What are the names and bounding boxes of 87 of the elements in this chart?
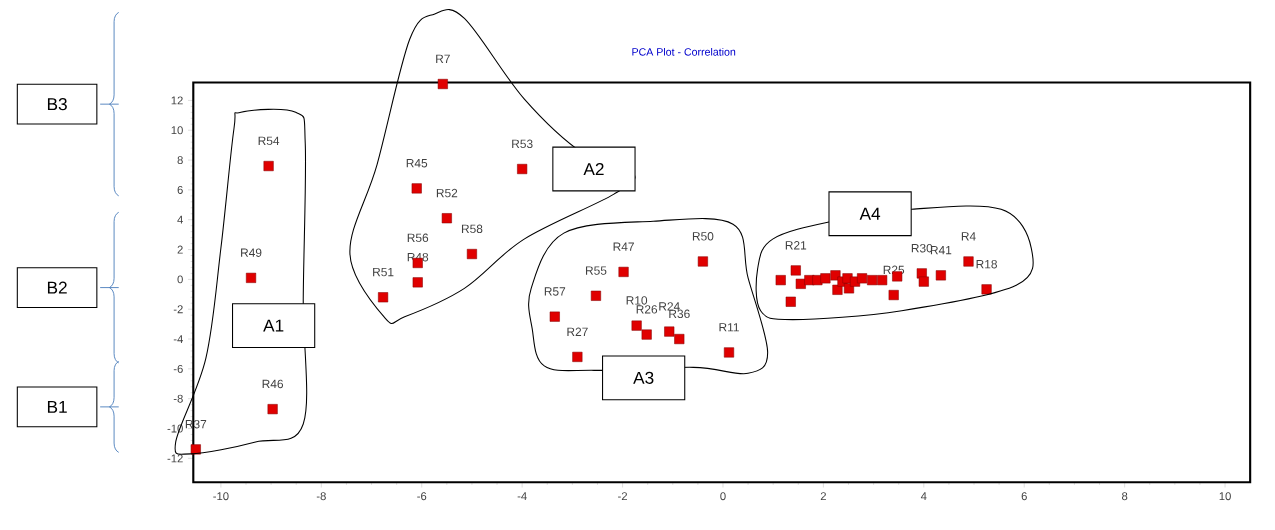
data-label: R26: [636, 305, 658, 314]
point: [437, 79, 448, 90]
data-label: R55: [585, 266, 607, 275]
y-tick-label: 10: [171, 126, 183, 135]
point: [466, 249, 477, 260]
point: [441, 213, 452, 224]
data-label: R46: [262, 379, 284, 389]
data-label: R57: [544, 287, 566, 296]
data-label: R47: [613, 242, 634, 251]
x-tick-label: -8: [316, 492, 326, 501]
y-tick-label: -8: [173, 394, 183, 403]
point: [790, 265, 801, 276]
x-tick-label: -2: [618, 492, 628, 501]
point: [572, 351, 583, 362]
x-tick-label: -10: [213, 492, 229, 501]
point: [641, 329, 652, 340]
data-label: R54: [258, 136, 280, 146]
data-label: R45: [406, 159, 428, 168]
point: [517, 164, 528, 175]
data-label: R49: [241, 248, 262, 257]
annotation: A4: [859, 207, 881, 220]
point: [618, 266, 629, 277]
point: [857, 273, 868, 284]
y-tick-label: 12: [171, 96, 183, 105]
data-label: R4: [961, 232, 976, 241]
data-label: R11: [719, 323, 739, 332]
data-label: R7: [436, 54, 450, 63]
data-label: R36: [669, 309, 690, 319]
chart-title: PCA Plot - Correlation: [632, 47, 736, 56]
y-tick-label: 6: [177, 185, 183, 194]
point: [775, 275, 786, 286]
point: [877, 275, 888, 286]
data-label: R51: [373, 267, 394, 277]
data-label: R56: [407, 233, 429, 243]
y-tick-label: 2: [177, 245, 183, 254]
point: [820, 273, 831, 284]
y-tick-label: -12: [167, 454, 183, 463]
point: [411, 183, 422, 194]
x-tick-label: -6: [417, 492, 427, 501]
point: [867, 275, 878, 286]
x-tick-label: 2: [820, 492, 826, 501]
annotation: A1: [263, 319, 284, 332]
x-tick-label: 10: [1219, 492, 1231, 501]
point: [590, 290, 601, 301]
y-tick-label: -2: [173, 305, 183, 314]
text: B1: [47, 400, 67, 413]
data-label: R18: [976, 259, 997, 269]
point: [918, 276, 929, 287]
point: [267, 404, 278, 415]
point: [981, 284, 992, 295]
point: [549, 311, 560, 322]
y-tick-label: 4: [177, 215, 183, 224]
data-label: R21: [785, 241, 807, 250]
x-tick-label: 0: [720, 492, 726, 501]
y-tick-label: -6: [173, 364, 183, 373]
data-label: R41: [930, 246, 952, 255]
text: B3: [47, 98, 67, 111]
point: [674, 334, 685, 345]
point: [631, 320, 642, 331]
annotation: A2: [583, 163, 604, 176]
y-tick-label: 8: [177, 156, 183, 165]
point: [723, 347, 735, 358]
y-tick-label: -4: [173, 335, 183, 343]
annotation: A3: [633, 371, 654, 384]
x-tick-label: 4: [920, 492, 927, 500]
x-tick-label: 6: [1021, 492, 1027, 501]
data-label: R50: [692, 232, 714, 241]
point: [245, 272, 257, 283]
data-label: R58: [461, 224, 483, 234]
point: [697, 256, 708, 267]
point: [935, 270, 946, 281]
point: [888, 290, 899, 301]
data-label: R27: [567, 327, 588, 336]
point: [785, 296, 796, 307]
x-tick-label: -4: [517, 492, 527, 500]
y-tick-label: 0: [177, 275, 183, 284]
point: [263, 161, 274, 172]
x-tick-label: 8: [1122, 492, 1128, 501]
text: B2: [47, 281, 67, 294]
data-label: R52: [436, 188, 458, 198]
point: [664, 326, 675, 337]
data-label: R10: [626, 296, 648, 305]
point: [412, 277, 423, 288]
data-label: R24: [659, 302, 680, 311]
point: [963, 256, 974, 267]
point: [378, 292, 389, 303]
data-label: R53: [512, 139, 533, 149]
